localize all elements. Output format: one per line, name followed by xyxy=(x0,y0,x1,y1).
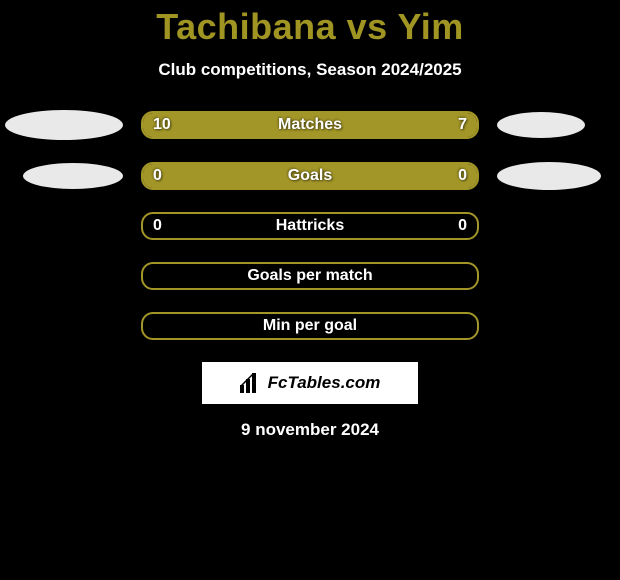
stat-row-matches: 10 Matches 7 xyxy=(0,110,620,140)
left-ellipse-matches xyxy=(5,110,123,140)
fctables-logo-box[interactable]: FcTables.com xyxy=(202,362,418,404)
stat-label: Matches xyxy=(278,116,342,134)
stat-label: Min per goal xyxy=(263,317,357,335)
stat-row-gpm: Goals per match xyxy=(0,262,620,290)
right-ellipse-matches xyxy=(497,112,585,138)
logo-text: FcTables.com xyxy=(268,373,381,393)
infographic-date: 9 november 2024 xyxy=(0,420,620,440)
stat-row-mpg: Min per goal xyxy=(0,312,620,340)
bar-chart-icon xyxy=(240,373,262,393)
stat-left-value: 0 xyxy=(153,217,162,235)
stat-label: Goals per match xyxy=(247,267,372,285)
stat-bar-hattricks: 0 Hattricks 0 xyxy=(141,212,479,240)
stat-right-value: 7 xyxy=(458,116,467,134)
page-subtitle: Club competitions, Season 2024/2025 xyxy=(0,60,620,80)
stat-bar-goals: 0 Goals 0 xyxy=(141,162,479,190)
stat-row-goals: 0 Goals 0 xyxy=(0,162,620,190)
stat-bar-matches: 10 Matches 7 xyxy=(141,111,479,139)
stat-bar-mpg: Min per goal xyxy=(141,312,479,340)
stat-right-value: 0 xyxy=(458,217,467,235)
stat-left-value: 0 xyxy=(153,167,162,185)
stat-bar-gpm: Goals per match xyxy=(141,262,479,290)
stat-row-hattricks: 0 Hattricks 0 xyxy=(0,212,620,240)
left-ellipse-goals xyxy=(23,163,123,189)
page-title: Tachibana vs Yim xyxy=(0,6,620,48)
right-ellipse-goals xyxy=(497,162,601,190)
stat-right-value: 0 xyxy=(458,167,467,185)
stat-rows: 10 Matches 7 0 Goals 0 0 Hattricks xyxy=(0,110,620,340)
stat-left-value: 10 xyxy=(153,116,171,134)
stat-label: Hattricks xyxy=(276,217,344,235)
stat-label: Goals xyxy=(288,167,332,185)
infographic-container: Tachibana vs Yim Club competitions, Seas… xyxy=(0,6,620,580)
